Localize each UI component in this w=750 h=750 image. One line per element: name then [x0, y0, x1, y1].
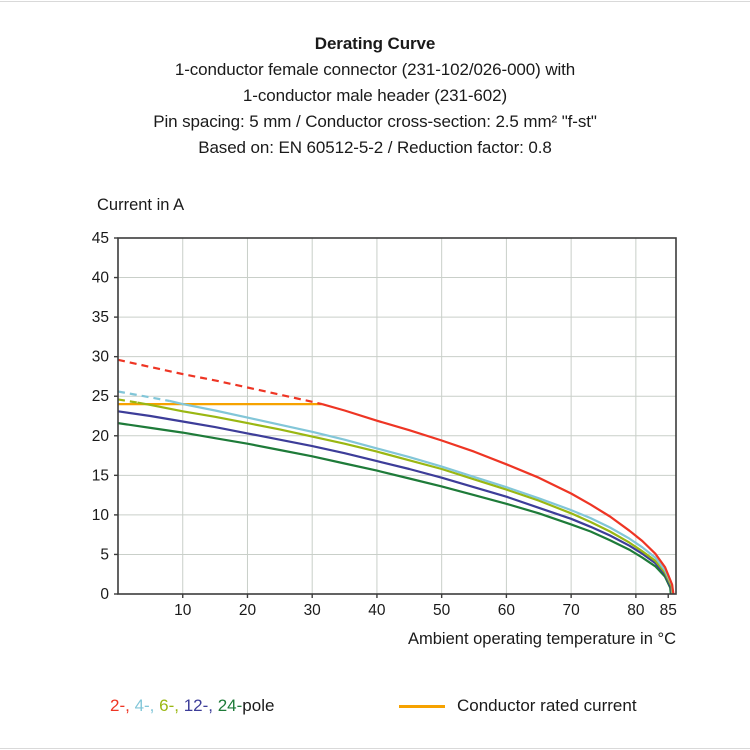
derating-chart: 10 20 30 40 50 60 70 80 85 0 5 10 15 20 25 30 35 40 45 [92, 230, 677, 619]
subtitle-pin-spacing: Pin spacing: 5 mm / Conductor cross-sect… [153, 112, 597, 131]
subtitle-connector-female: 1-conductor female connector (231-102/02… [174, 60, 576, 79]
subtitle-standard: Based on: EN 60512-5-2 / Reduction facto… [198, 138, 552, 157]
legend-pole-item: 24- [217, 696, 243, 715]
svg-text:10: 10 [174, 602, 192, 619]
legend-poles: 2-, 4-, 6-, 12-, 24-pole [110, 696, 274, 716]
title-block: Derating Curve 1-conductor female connec… [0, 31, 750, 161]
legend-pole-item: 4-, [134, 696, 160, 715]
svg-text:10: 10 [92, 507, 110, 524]
svg-text:30: 30 [304, 602, 322, 619]
svg-text:0: 0 [100, 586, 109, 603]
y-axis-title: Current in A [97, 196, 185, 214]
svg-text:60: 60 [498, 602, 516, 619]
svg-text:40: 40 [368, 602, 386, 619]
svg-text:35: 35 [92, 309, 109, 326]
rated-current-swatch [399, 704, 445, 708]
rated-current-label: Conductor rated current [457, 696, 637, 715]
legend-pole-item: 6-, [159, 696, 184, 715]
svg-text:30: 30 [92, 349, 110, 366]
svg-text:45: 45 [92, 230, 109, 247]
bottom-divider [0, 748, 750, 749]
legend: 2-, 4-, 6-, 12-, 24-pole Conductor rated… [0, 694, 750, 724]
svg-text:70: 70 [563, 602, 581, 619]
legend-rated-current: Conductor rated current [399, 694, 637, 718]
chart-title: Derating Curve [314, 34, 436, 53]
svg-text:50: 50 [433, 602, 451, 619]
x-axis-title: Ambient operating temperature in °C [408, 630, 676, 648]
top-divider [0, 1, 750, 2]
svg-text:5: 5 [100, 546, 109, 563]
legend-pole-suffix: pole [242, 696, 275, 715]
subtitle-connector-male: 1-conductor male header (231-602) [242, 86, 508, 105]
svg-text:15: 15 [92, 467, 109, 484]
legend-pole-item: 12-, [183, 696, 218, 715]
svg-text:80: 80 [627, 602, 645, 619]
svg-text:40: 40 [92, 270, 110, 287]
svg-text:85: 85 [660, 602, 677, 619]
svg-text:20: 20 [92, 428, 110, 445]
svg-text:20: 20 [239, 602, 257, 619]
svg-text:25: 25 [92, 388, 109, 405]
legend-pole-item: 2-, [110, 696, 135, 715]
